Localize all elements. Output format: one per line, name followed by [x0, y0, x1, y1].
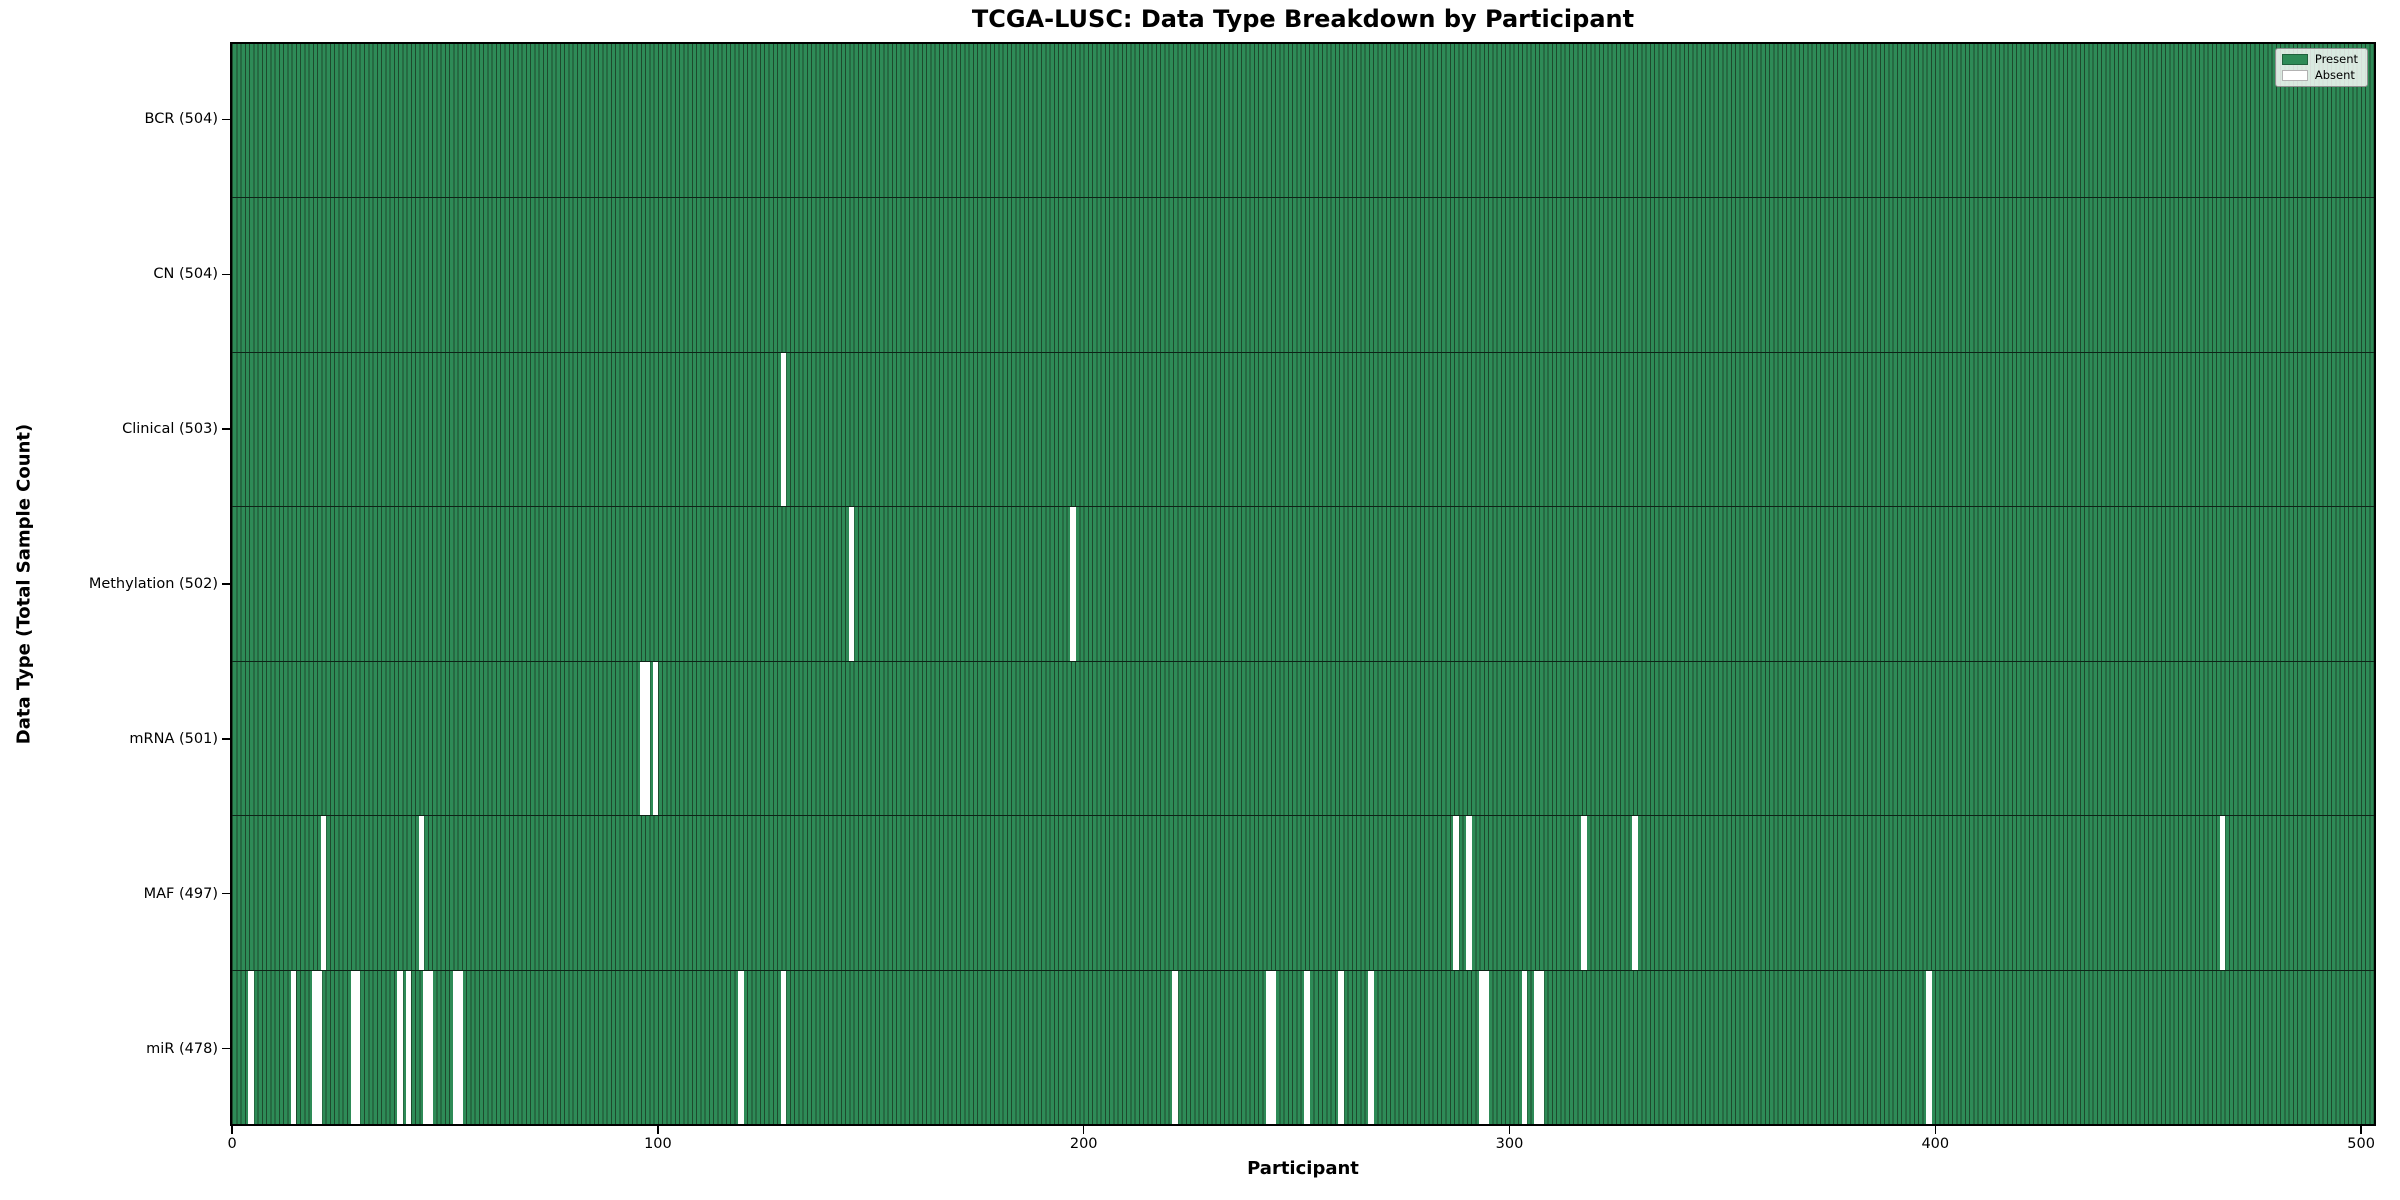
absent-gap: [848, 507, 855, 661]
x-tick-mark: [1082, 1126, 1085, 1134]
chart-title: TCGA-LUSC: Data Type Breakdown by Partic…: [971, 5, 1635, 33]
heatmap-row-clinical: [232, 351, 2374, 507]
x-tick-mark: [231, 1126, 233, 1134]
legend-label-absent: Absent: [2314, 68, 2355, 82]
absent-gap: [350, 970, 361, 1124]
legend: Present Absent: [2274, 48, 2368, 87]
y-tick-label-methylation: Methylation (502): [88, 576, 218, 592]
x-tick-mark: [657, 1126, 659, 1134]
y-tick-mark: [222, 738, 230, 740]
y-tick-label-cn: CN (504): [153, 266, 218, 283]
absent-gap: [291, 970, 297, 1124]
absent-gap: [652, 661, 659, 816]
absent-gap: [738, 970, 744, 1124]
heatmap-row-bcr: [232, 44, 2374, 198]
absent-gap: [1581, 816, 1587, 970]
absent-gap: [1304, 970, 1310, 1124]
y-tick-label-mrna: mRNA (501): [129, 730, 218, 747]
y-tick-mark: [222, 428, 230, 430]
absent-gap: [1368, 970, 1374, 1124]
legend-item-absent: Absent: [2281, 68, 2358, 82]
absent-gap: [1478, 970, 1489, 1124]
absent-gap: [1453, 816, 1459, 970]
absent-gap: [780, 970, 787, 1124]
absent-gap: [397, 970, 403, 1124]
absent-gap: [248, 970, 254, 1124]
x-tick-label-500: 500: [2347, 1136, 2375, 1152]
y-tick-label-maf: MAF (497): [143, 885, 218, 902]
heatmap-row-methylation: [232, 506, 2374, 661]
absent-gap: [1338, 970, 1344, 1124]
plot-area: Present Absent: [230, 42, 2376, 1126]
absent-gap: [1521, 970, 1527, 1124]
absent-gap: [405, 970, 412, 1124]
absent-gap: [1926, 970, 1932, 1124]
x-tick-mark: [1508, 1126, 1511, 1134]
x-tick-label-400: 400: [1921, 1136, 1950, 1152]
absent-gap: [780, 352, 787, 507]
absent-gap: [640, 661, 650, 816]
absent-gap: [1466, 816, 1472, 970]
x-tick-label-300: 300: [1495, 1136, 1524, 1152]
y-tick-label-bcr: BCR (504): [144, 111, 219, 128]
absent-gap: [452, 970, 463, 1124]
y-tick-label-mir: miR (478): [146, 1040, 218, 1057]
absent-gap: [2219, 816, 2226, 970]
absent-gap: [320, 816, 327, 970]
heatmap-row-mir: [232, 969, 2374, 1124]
legend-label-present: Present: [2314, 52, 2358, 66]
heatmap-row-mrna: [232, 660, 2374, 816]
absent-gap: [1266, 970, 1276, 1124]
absent-gap: [1632, 816, 1638, 970]
y-tick-mark: [222, 273, 230, 276]
absent-gap: [312, 970, 322, 1124]
x-tick-mark: [1934, 1126, 1937, 1134]
absent-gap: [1534, 970, 1545, 1124]
present-swatch: [2281, 54, 2308, 65]
absent-swatch: [2281, 70, 2308, 81]
y-tick-mark: [222, 1047, 230, 1050]
heatmap-row-cn: [232, 197, 2374, 352]
absent-gap: [423, 970, 433, 1124]
x-tick-label-0: 0: [227, 1136, 237, 1152]
y-tick-mark: [222, 118, 230, 121]
y-tick-label-clinical: Clinical (503): [122, 421, 218, 438]
y-tick-mark: [222, 892, 230, 895]
absent-gap: [1070, 507, 1076, 661]
x-tick-label-100: 100: [644, 1136, 672, 1152]
y-tick-mark: [222, 583, 230, 585]
heatmap-row-maf: [232, 815, 2374, 970]
x-tick-label-200: 200: [1069, 1136, 1098, 1152]
absent-gap: [1172, 970, 1178, 1124]
x-tick-mark: [2360, 1126, 2362, 1134]
x-axis-label: Participant: [1247, 1158, 1359, 1179]
legend-item-present: Present: [2281, 52, 2358, 66]
absent-gap: [418, 816, 425, 970]
